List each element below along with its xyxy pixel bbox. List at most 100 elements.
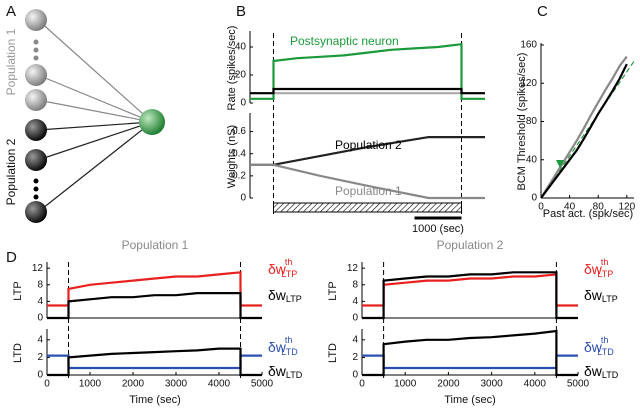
series-line [362, 354, 578, 370]
y-tick-label: 12 [32, 263, 44, 274]
y-axis-label: LTD [12, 343, 24, 363]
chart-title: Population 1 [122, 238, 189, 252]
series-label: δwth LTD [268, 335, 298, 357]
series-superscript: th [601, 257, 609, 267]
series-name: δw [584, 287, 603, 303]
x-tick-label: 5000 [567, 379, 590, 390]
y-tick-label: 2 [37, 352, 43, 363]
y-tick-label: 2 [352, 352, 358, 363]
y-axis-label: BCM Threshold (spikes/sec) [516, 53, 528, 191]
group-label: Population 2 [4, 138, 18, 205]
x-tick-label: 80 [593, 202, 605, 213]
y-tick-label: 40 [526, 154, 538, 165]
series-superscript: th [285, 257, 293, 267]
series-name: δw [584, 363, 603, 379]
series-line [540, 55, 628, 199]
y-tick-label: 0 [352, 370, 358, 381]
y-tick-label: 0 [37, 313, 43, 324]
series-name: δw [584, 261, 603, 277]
series-name: δw [268, 287, 287, 303]
y-tick-label: 8 [37, 279, 43, 290]
x-tick-label: 3000 [165, 379, 188, 390]
y-tick-label: 0 [240, 193, 246, 204]
x-tick-label: 0 [359, 379, 365, 390]
series-subscript: LTP [602, 294, 618, 304]
series-label: δwLTD [268, 363, 303, 381]
y-axis-label: Weights (nS) [226, 125, 238, 188]
x-tick-label: 1000 [79, 379, 102, 390]
y-tick-label: 40 [235, 42, 247, 53]
y-tick-label: 4 [37, 296, 43, 307]
scale-bar-label: 1000 (sec) [412, 223, 464, 235]
series-label: δwLTD [584, 363, 619, 381]
y-tick-label: 4 [37, 334, 43, 345]
group-label: Population 1 [4, 28, 18, 95]
y-tick-label: 8 [352, 279, 358, 290]
y-tick-label: 20 [235, 70, 247, 81]
series-subscript: LTD [286, 370, 303, 380]
series-name: δw [268, 261, 287, 277]
series-line [250, 163, 485, 200]
y-axis-label: LTP [12, 281, 24, 300]
series-line [47, 292, 262, 320]
series-label: δwLTP [268, 287, 302, 305]
x-tick-label: 2000 [437, 379, 460, 390]
series-line [540, 63, 628, 199]
y-tick-label: 4 [352, 334, 358, 345]
series-superscript: th [601, 335, 609, 345]
series-subscript: LTD [597, 347, 614, 357]
series-subscript: LTD [602, 370, 619, 380]
y-tick-label: 80 [526, 116, 538, 127]
x-tick-label: 4000 [208, 379, 231, 390]
annotation: Postsynaptic neuron [290, 34, 399, 48]
x-axis-label: Time (sec) [129, 394, 181, 406]
y-tick-label: 160 [520, 40, 537, 51]
y-tick-label: 4 [352, 296, 358, 307]
series-line [362, 329, 578, 377]
chart-title: Population 2 [437, 238, 504, 252]
series-subscript: LTP [597, 269, 613, 279]
series-superscript: th [285, 335, 293, 345]
x-tick-label: 120 [619, 202, 636, 213]
arrow-marker [556, 160, 564, 168]
series-name: δw [268, 363, 287, 379]
y-tick-label: 0 [37, 370, 43, 381]
series-line [362, 271, 578, 320]
y-tick-label: 0 [531, 193, 537, 204]
x-tick-label: 3000 [480, 379, 503, 390]
x-tick-label: 1000 [394, 379, 417, 390]
y-tick-label: 0 [352, 313, 358, 324]
annotation: Population 2 [335, 138, 402, 152]
stimulus-bar [273, 202, 462, 213]
x-tick-label: 0 [538, 202, 544, 213]
x-tick-label: 0 [44, 379, 50, 390]
y-tick-label: 0.2 [232, 171, 246, 182]
panel-label: D [6, 249, 17, 266]
panel-label: A [6, 3, 16, 20]
series-line [250, 87, 485, 95]
y-axis-label: LTD [327, 343, 339, 363]
series-label: δwth LTP [584, 257, 613, 279]
x-axis-label: Time (sec) [444, 394, 496, 406]
series-label: δwth LTD [584, 335, 614, 357]
x-tick-label: 4000 [524, 379, 547, 390]
panel-label: B [236, 3, 246, 20]
series-line [47, 271, 262, 307]
y-tick-label: 0 [240, 98, 246, 109]
x-tick-label: 2000 [122, 379, 145, 390]
series-name: δw [584, 339, 603, 355]
x-axis-label: Past act. (spk/sec) [543, 208, 633, 220]
series-name: δw [268, 339, 287, 355]
network-diagram: A Population 1 Population 2 [4, 3, 165, 223]
y-tick-label: 0.4 [232, 148, 246, 159]
series-label: δwLTP [584, 287, 618, 305]
y-axis-label: Rate (spikes/sec) [226, 26, 238, 111]
series-subscript: LTP [281, 269, 297, 279]
series-subscript: LTD [281, 347, 298, 357]
series-label: δwth LTP [268, 257, 297, 279]
y-tick-label: 120 [520, 78, 537, 89]
series-line [250, 42, 485, 100]
panel-label: C [537, 3, 548, 20]
series-subscript: LTP [286, 294, 302, 304]
